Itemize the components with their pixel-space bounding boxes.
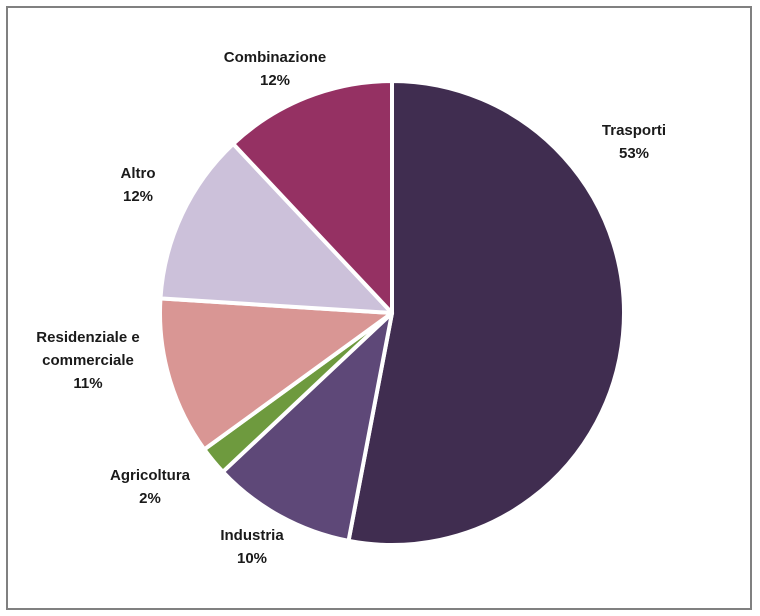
data-label-value: 11% xyxy=(73,375,102,392)
pie-slice-combinazione xyxy=(231,79,394,315)
data-label-value: 2% xyxy=(139,490,161,507)
data-label-name: Altro xyxy=(121,165,156,182)
data-label-trasporti: Trasporti 53% xyxy=(602,122,666,162)
data-label-value: 10% xyxy=(237,550,267,567)
data-label-name: Agricoltura xyxy=(110,467,191,484)
pie-labels: Trasporti 53% Industria 10% Agricoltura 2% Res… xyxy=(36,49,666,567)
data-label-agricoltura: Agricoltura 2% xyxy=(110,467,191,507)
data-label-combinazione: Combinazione 12% xyxy=(224,49,327,89)
data-label-name: Combinazione xyxy=(224,49,327,66)
pie-slice-altro xyxy=(158,141,394,315)
pie-slice-trasporti xyxy=(346,79,626,547)
data-label-industria: Industria 10% xyxy=(220,527,284,567)
data-label-name: Trasporti xyxy=(602,122,666,139)
data-label-value: 12% xyxy=(260,72,290,89)
data-label-value: 12% xyxy=(123,188,153,205)
data-label-residenziale-e-commerciale: Residenziale e commerciale 11% xyxy=(36,329,139,392)
data-label-value: 53% xyxy=(619,145,649,162)
data-label-name: commerciale xyxy=(42,352,134,369)
pie-slices xyxy=(158,79,626,547)
data-label-name: Industria xyxy=(220,527,284,544)
data-label-name: Residenziale e xyxy=(36,329,139,346)
data-label-altro: Altro 12% xyxy=(121,165,156,205)
pie-slice-industria xyxy=(220,311,394,543)
pie-slice-residenziale-e-commerciale xyxy=(158,296,394,452)
